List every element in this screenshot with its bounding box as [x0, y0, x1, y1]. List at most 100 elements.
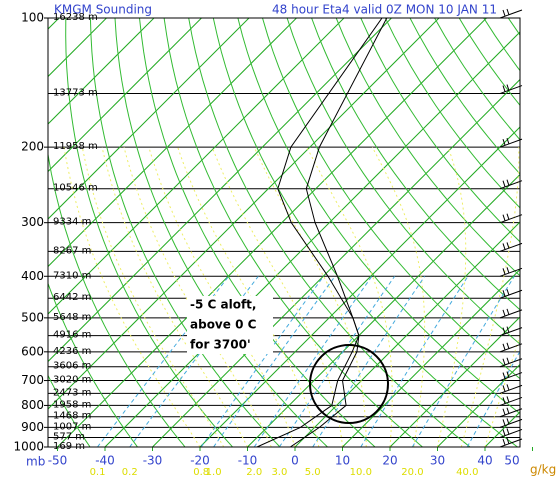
- profiles: [256, 18, 388, 447]
- isotherm: [48, 18, 440, 410]
- mixing-ratio-label: 2.0: [246, 467, 262, 478]
- height-label: 2473 m: [53, 387, 91, 398]
- mixing-ratio-label: 5.0: [305, 467, 321, 478]
- dry-adiabat: [286, 18, 520, 345]
- y-tick-label: 200: [21, 140, 44, 154]
- isotherm: [48, 18, 392, 363]
- annotation-box: [187, 296, 273, 354]
- x-tick-label: -30: [143, 454, 163, 468]
- dry-adiabat: [48, 281, 138, 447]
- dry-adiabat: [311, 18, 520, 311]
- height-label: 11958 m: [53, 141, 98, 152]
- y-tick-label: 900: [21, 420, 44, 434]
- highlight-circle: [309, 344, 389, 424]
- height-label: 7310 m: [53, 270, 91, 281]
- y-tick-label: 100: [21, 11, 44, 25]
- wind-barb: [499, 267, 523, 277]
- wind-barb: [499, 342, 523, 353]
- height-label: 5648 m: [53, 312, 91, 323]
- mixing-ratio-label: 3.0: [271, 467, 287, 478]
- dry-adiabat: [237, 18, 520, 415]
- dry-adiabat: [188, 18, 471, 447]
- wind-barb: [499, 407, 523, 418]
- isotherm: [48, 18, 297, 268]
- mixing-ratio-line: [360, 276, 469, 447]
- isotherm: [389, 316, 520, 447]
- wind-barb: [499, 289, 523, 299]
- x-tick-label: 20: [382, 454, 397, 468]
- plot-frame: [47, 17, 521, 448]
- height-label: 3020 m: [53, 375, 91, 386]
- y-unit: mb: [26, 455, 45, 469]
- wind-barb: [499, 428, 523, 438]
- isotherm: [48, 18, 345, 315]
- dry-adiabat: [65, 18, 233, 447]
- mixing-ratio-label: 20.0: [401, 467, 423, 478]
- moist-adiabat: [63, 147, 201, 447]
- wind-barb: [499, 326, 523, 337]
- x-tick-label: 10: [335, 454, 350, 468]
- mixing-ratio-line: [411, 276, 515, 447]
- isotherm: [342, 268, 520, 447]
- wind-barb: [499, 213, 523, 224]
- isotherm: [437, 363, 520, 447]
- wind-barb: [499, 137, 523, 148]
- mixing-ratio-line: [466, 350, 520, 447]
- height-label: 577 m: [53, 431, 85, 442]
- y-tick-label: 300: [21, 215, 44, 229]
- height-label: 1007 m: [53, 421, 91, 432]
- dry-adiabat: [335, 18, 520, 277]
- annotation-line: -5 C aloft,: [190, 298, 256, 312]
- labels: 0.1 0.2 0.81.0 2.0 3.0 5.0 10.0 20.0 40.01002003…: [13, 8, 533, 478]
- mixing-ratio-label: 0.1: [90, 467, 106, 478]
- mixing-ratio-label: 0.2: [122, 467, 138, 478]
- wind-barb: [499, 179, 523, 190]
- x-tick-label: -10: [238, 454, 258, 468]
- annotation-line: above 0 C: [190, 318, 257, 332]
- mixing-ratio-line: [200, 276, 325, 447]
- mixing-ratio-line: [253, 276, 373, 447]
- height-label: 3606 m: [53, 361, 91, 372]
- x-tick-label: 50: [504, 454, 519, 468]
- y-tick-label: 500: [21, 310, 44, 324]
- moist-adiabat: [211, 146, 343, 447]
- y-tick-label: 700: [21, 373, 44, 387]
- mixing-ratio-line: [278, 276, 396, 447]
- wind-barb: [499, 308, 523, 319]
- dry-adiabat: [384, 18, 520, 209]
- x-tick-label: 30: [430, 454, 445, 468]
- mixing-ratio-line: [213, 276, 336, 447]
- wind-barb: [499, 84, 523, 95]
- isotherm: [294, 221, 520, 447]
- dry-adiabat: [48, 151, 186, 447]
- dry-adiabat: [262, 18, 520, 380]
- moist-adiabat: [306, 146, 393, 447]
- mixing-ratio-label: 40.0: [456, 467, 478, 478]
- wind-barb: [499, 437, 523, 448]
- moist-adiabat: [460, 147, 520, 447]
- moist-adiabat: [371, 146, 426, 447]
- mixing-ratio-label: 1.0: [206, 467, 222, 478]
- height-label: 9334 m: [53, 217, 91, 228]
- moist-adiabat: [81, 147, 225, 447]
- height-label: 13773 m: [53, 88, 98, 99]
- height-label: 4916 m: [53, 330, 91, 341]
- height-label: 1468 m: [53, 411, 91, 422]
- y-tick-label: 600: [21, 344, 44, 358]
- annotation-line: for 3700': [190, 338, 251, 352]
- chart-subtitle: 48 hour Eta4 valid 0Z MON 10 JAN 11: [272, 3, 497, 17]
- height-label: 1958 m: [53, 399, 91, 410]
- x-tick-label: 40: [477, 454, 492, 468]
- height-label: 4236 m: [53, 346, 91, 357]
- height-label: 8267 m: [53, 245, 91, 256]
- y-tick-label: 1000: [13, 440, 44, 454]
- y-tick-label: 400: [21, 269, 44, 283]
- wind-barb: [499, 418, 523, 428]
- wind-barb: [499, 8, 523, 19]
- wind-barb: [499, 371, 523, 382]
- isotherm: [48, 18, 250, 220]
- mixing-ratio-unit: g/kg: [530, 463, 556, 477]
- isotherm: [48, 18, 202, 173]
- isotherm: [199, 126, 520, 447]
